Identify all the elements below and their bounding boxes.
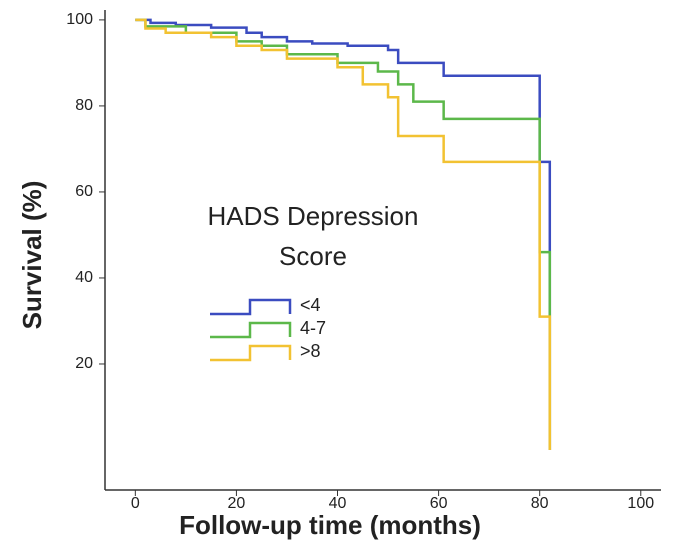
legend-label: >8: [300, 341, 321, 361]
legend-swatch: [210, 321, 292, 339]
legend-label: <4: [300, 295, 321, 315]
y-tick-label: 100: [66, 11, 93, 28]
x-tick-label: 40: [329, 495, 347, 512]
x-tick-label: 20: [228, 495, 246, 512]
y-tick-label: 20: [75, 355, 93, 372]
x-tick-label: 0: [131, 495, 140, 512]
x-axis-label: Follow-up time (months): [179, 510, 481, 540]
survival-curve: [135, 18, 552, 450]
legend-swatch: [210, 344, 292, 362]
legend-label: 4-7: [300, 318, 326, 338]
y-tick-label: 80: [75, 97, 93, 114]
x-tick-label: 100: [627, 495, 654, 512]
legend-swatch: [210, 298, 292, 316]
x-tick-label: 60: [430, 495, 448, 512]
y-tick-label: 40: [75, 269, 93, 286]
y-axis-label: Survival (%): [17, 181, 47, 330]
y-tick-label: 60: [75, 183, 93, 200]
legend-title: Score: [279, 241, 347, 271]
survival-curve: [135, 18, 552, 450]
x-tick-label: 80: [531, 495, 549, 512]
survival-curve: [135, 18, 552, 450]
legend-title: HADS Depression: [208, 201, 419, 231]
